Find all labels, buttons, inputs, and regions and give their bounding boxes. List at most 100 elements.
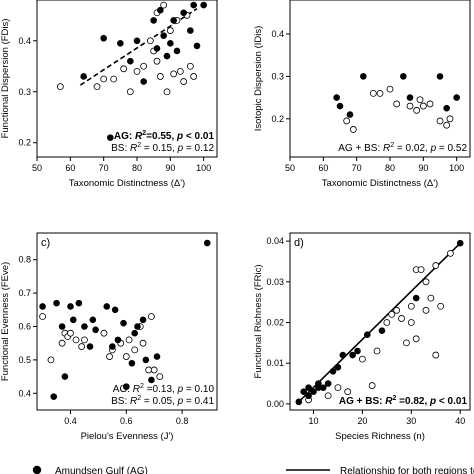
point-ag-d (349, 351, 356, 359)
x-tick-label-b: 60 (318, 163, 328, 173)
stats-r2: =0.82, (396, 396, 430, 407)
point-ag-c (81, 323, 88, 330)
point-bs-a (153, 57, 161, 65)
stats-p: = 0.10 (183, 384, 214, 395)
point-bs-d (427, 294, 435, 302)
point-ag-d (329, 368, 337, 375)
point-bs-b (386, 85, 394, 93)
stats-r2: =0.13, (144, 384, 178, 395)
point-bs-d (358, 355, 366, 363)
r-squared-superscript: 2 (137, 395, 141, 402)
x-tick-label-b: 90 (418, 163, 428, 173)
stats-prefix: AG + BS: (338, 143, 383, 154)
point-ag-a (80, 73, 87, 80)
point-bs-d (437, 302, 445, 310)
y-tick-label-c: 0.8 (18, 255, 31, 265)
panel-a: 50 60 70 80 90 100 0.2 0.3 0.4 Taxonomic Distinct… (0, 0, 218, 189)
point-bs-d (383, 319, 391, 326)
point-ag-b (453, 94, 460, 101)
y-tick-label-a: 0.3 (18, 87, 31, 97)
y-tick-label-c: 0.6 (18, 322, 31, 332)
point-ag-a (190, 1, 197, 9)
y-axis-label-a: Functional Dispersion (FDis) (0, 19, 11, 139)
point-bs-d (324, 392, 332, 400)
point-ag-c (134, 323, 141, 330)
x-tick-label-a: 70 (99, 163, 109, 173)
point-bs-c (125, 336, 133, 344)
point-ag-c (114, 336, 122, 344)
point-bs-c (100, 329, 108, 337)
stats-p: = 0.52 (436, 143, 467, 154)
point-bs-b (406, 102, 414, 110)
point-bs-c (106, 353, 113, 360)
x-tick-label-b: 50 (285, 163, 295, 173)
point-bs-c (67, 329, 74, 337)
point-ag-c (109, 343, 116, 350)
point-ag-d (334, 363, 342, 371)
y-axis-label-d: Functional Richness (FRic) (253, 264, 264, 378)
point-bs-a (56, 83, 64, 91)
point-bs-d (368, 382, 376, 389)
point-bs-c (58, 339, 66, 347)
x-tick-label-d: 40 (455, 416, 465, 426)
x-axis-label-b: Taxonomic Distinctness (Δ') (322, 178, 438, 189)
x-axis-label-d: Species Richness (n) (335, 431, 425, 442)
point-ag-c (61, 373, 69, 380)
r-squared-superscript: 2 (137, 142, 141, 149)
r-symbol: R (130, 143, 137, 154)
point-bs-d (412, 335, 420, 343)
point-ag-d (315, 380, 322, 387)
y-axis-label-b: Isotopic Dispersion (IDis) (253, 26, 264, 132)
point-bs-b (443, 121, 451, 129)
stats-prefix: BS: (111, 396, 130, 407)
x-tick-label-a: 90 (165, 163, 175, 173)
point-bs-c (78, 343, 86, 350)
point-ag-c (89, 316, 97, 324)
point-bs-a (146, 37, 154, 45)
marks-d (295, 239, 464, 406)
point-ag-b (406, 94, 414, 101)
point-bs-a (140, 62, 148, 70)
stats-r2: = 0.15, (141, 143, 177, 154)
point-ag-a (170, 17, 177, 24)
point-bs-d (388, 310, 396, 318)
point-ag-c (58, 323, 66, 330)
point-ag-c (142, 356, 150, 364)
point-ag-d (324, 380, 332, 387)
point-ag-c (148, 376, 155, 384)
point-bs-d (407, 302, 415, 310)
stats-prefix: BS: (111, 143, 130, 154)
r-symbol: R (385, 396, 393, 407)
stats-p: = 0.12 (183, 143, 214, 154)
point-ag-c (50, 393, 58, 400)
point-bs-d (403, 339, 410, 347)
panel-letter-c: c) (41, 237, 50, 249)
point-ag-d (363, 331, 371, 339)
legend: Amundsen Gulf (AG) Relationship for both… (32, 465, 474, 474)
point-bs-b (446, 115, 454, 123)
r-symbol: R (130, 396, 137, 407)
panel-d: 10 20 30 40 0.00 0.01 0.02 0.03 0.04 Species Rich… (253, 232, 471, 442)
p-symbol: p (429, 396, 436, 407)
x-tick-label-b: 80 (385, 163, 395, 173)
point-bs-c (81, 336, 88, 344)
point-ag-a (163, 52, 171, 60)
y-tick-label-c: 0.7 (18, 288, 31, 298)
point-ag-c (128, 359, 136, 367)
point-ag-d (295, 398, 303, 406)
point-bs-c (148, 313, 155, 320)
y-tick-label-c: 0.5 (18, 355, 31, 365)
point-bs-a (186, 62, 194, 70)
point-bs-b (413, 106, 421, 114)
stats-line-d: AG + BS: R2 =0.82, p < 0.01 (339, 395, 468, 407)
point-bs-a (180, 78, 188, 85)
point-bs-c (139, 339, 147, 347)
stats-line-c: AG: R2 =0.13, p = 0.10 (113, 383, 215, 395)
stats-p: < 0.01 (183, 131, 214, 142)
point-bs-c (122, 353, 130, 360)
point-bs-a (120, 65, 128, 73)
point-bs-d (393, 306, 401, 314)
plot-frame-a (36, 0, 218, 158)
point-ag-b (360, 73, 367, 80)
